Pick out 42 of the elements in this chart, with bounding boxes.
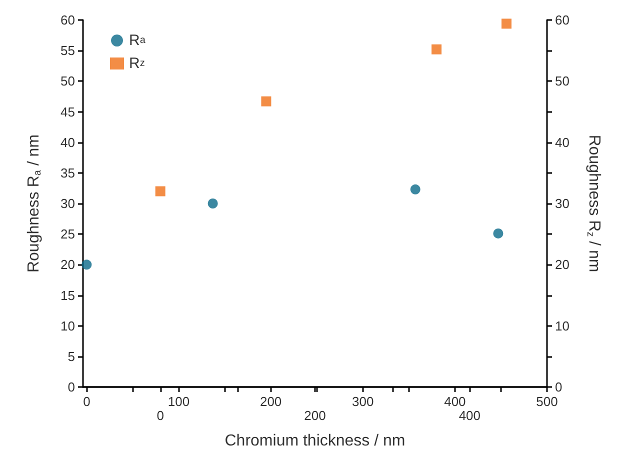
point (208, 198, 218, 208)
y2-axis-title: Roughness Rz / nm (584, 134, 602, 272)
y-tick-label: 55 (60, 43, 75, 58)
legend-label: Ra (129, 32, 146, 49)
y-tick-label: 20 (60, 257, 75, 272)
y2-tick-label: 20 (555, 257, 570, 272)
x-tick-label: 100 (168, 394, 190, 409)
y2-tick-label: 40 (555, 134, 570, 150)
y-tick-label: 30 (60, 196, 75, 211)
y-tick-label: 50 (60, 74, 75, 89)
point (261, 96, 272, 106)
y-tick-label: 10 (60, 318, 75, 334)
y-axis-title: Roughness Ra / nm (26, 134, 44, 273)
y2-tick-label: 60 (555, 12, 570, 28)
y-tick-label: 35 (60, 165, 75, 180)
y2-tick-label: 10 (555, 318, 570, 334)
point (155, 186, 166, 196)
point (493, 228, 504, 238)
point (410, 184, 420, 194)
y-tick-label: 45 (60, 104, 75, 120)
y-tick-label: 60 (60, 12, 75, 28)
x2-tick-label: 400 (458, 408, 481, 423)
point (432, 44, 442, 54)
x-tick-label: 400 (444, 394, 466, 409)
x-tick-label: 0 (83, 394, 90, 409)
x-tick-label: 500 (536, 394, 558, 409)
y-tick-label: 25 (60, 226, 75, 242)
x2-tick-label: 0 (156, 408, 164, 423)
point (82, 260, 92, 270)
x-axis-title: Chromium thickness / nm (224, 432, 406, 450)
y-tick-label: 5 (68, 348, 75, 364)
y-tick-label: 15 (60, 288, 75, 303)
y2-tick-label: 30 (555, 196, 570, 211)
x2-tick-label: 200 (304, 408, 326, 423)
point (501, 18, 512, 29)
x-tick-label: 300 (352, 394, 374, 409)
y-tick-label: 0 (68, 380, 75, 394)
y2-tick-label: 50 (555, 74, 570, 89)
x-tick-label: 200 (260, 394, 282, 409)
legend-label: Rz (129, 55, 145, 72)
y-tick-label: 40 (60, 134, 75, 150)
y2-tick-label: 0 (555, 380, 562, 394)
